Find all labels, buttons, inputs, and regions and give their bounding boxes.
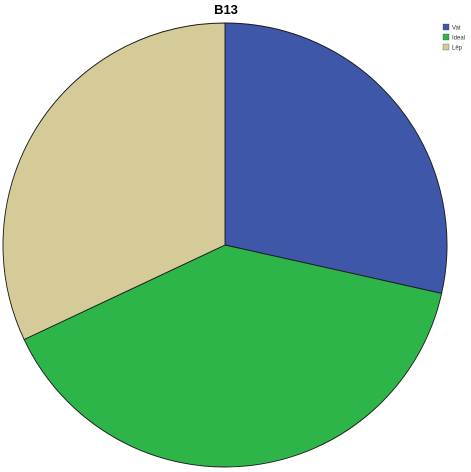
legend-label: Ideal (452, 36, 465, 42)
pie-slice-l-p (2, 22, 226, 340)
pie-slice-vat (224, 22, 448, 294)
legend-label: Lêp (452, 46, 463, 52)
legend-swatch (442, 33, 450, 41)
legend-swatch (442, 43, 450, 51)
legend: Vat Ideal Lêp (442, 23, 465, 52)
chart-title: B13 (214, 2, 238, 17)
pie-slices (2, 22, 448, 468)
legend-label: Vat (452, 26, 461, 32)
legend-swatch (442, 23, 450, 31)
pie-slice-ideal (23, 244, 443, 468)
